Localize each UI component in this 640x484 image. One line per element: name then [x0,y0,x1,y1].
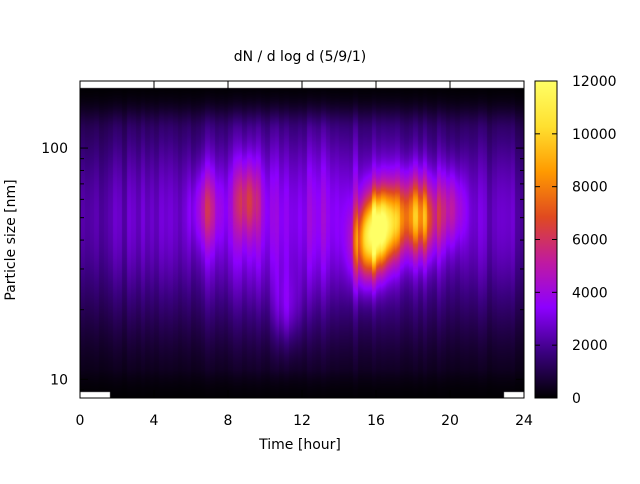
colorbar-tick-label: 2000 [572,338,608,354]
x-tick-label: 0 [76,413,85,429]
colorbar-ticks: 0 2000 4000 6000 8000 10000 12000 [535,74,617,407]
x-tick-label: 4 [150,413,159,429]
colorbar-tick-label: 12000 [572,74,617,90]
x-axis-ticks: 0 4 8 12 16 20 24 [76,81,533,429]
colorbar-tick-label: 10000 [572,127,617,143]
chart-title: dN / d log d (5/9/1) [234,49,367,65]
x-tick-label: 8 [224,413,233,429]
x-tick-label: 12 [293,413,311,429]
y-tick-label: 10 [50,372,68,388]
y-tick-label: 100 [41,141,68,157]
colorbar-tick-label: 6000 [572,233,608,249]
colorbar: 0 2000 4000 6000 8000 10000 12000 [534,74,617,407]
colorbar-tick-label: 8000 [572,180,608,196]
colorbar-tick-label: 4000 [572,285,608,301]
y-axis-ticks: 10 100 [41,141,524,391]
y-axis-label: Particle size [nm] [3,179,19,300]
heatmap-image [80,81,524,398]
x-axis-label: Time [hour] [258,437,341,453]
colorbar-tick-label: 0 [572,391,581,407]
plot-area [79,80,525,399]
x-tick-label: 24 [515,413,533,429]
x-tick-label: 20 [441,413,459,429]
x-tick-label: 16 [367,413,385,429]
